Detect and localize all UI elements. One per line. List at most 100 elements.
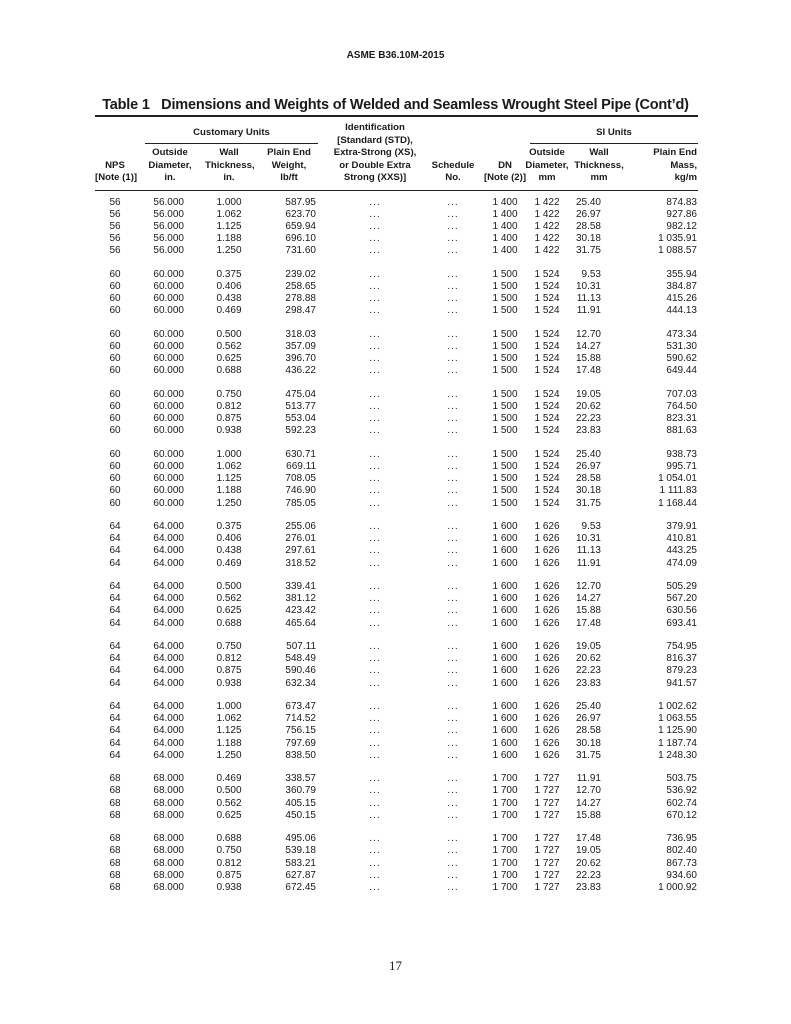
table-cell-wall-thickness-mm: 23.83: [575, 677, 601, 689]
table-cell-nps: 64: [109, 677, 121, 689]
table-cell-nps: 68: [109, 881, 121, 893]
table-cell-wall-thickness-in: 0.875: [216, 869, 242, 881]
table-cell-schedule-no: ...: [447, 389, 459, 401]
table-cell-wall-thickness-in: 1.188: [216, 737, 242, 749]
table-cell-outside-diameter-in: 68.000: [153, 809, 184, 821]
table-cell-nps: 64: [109, 581, 121, 593]
table-cell-nps: 56: [109, 197, 121, 208]
table-cell-outside-diameter-mm: 1 524: [534, 293, 560, 305]
table-cell-outside-diameter-mm: 1 626: [534, 581, 560, 593]
table-cell-plain-end-weight: 630.71: [285, 449, 316, 461]
table-cell-schedule-no: ...: [447, 749, 459, 761]
column-header-identification: Identification: [345, 122, 405, 133]
table-cell-wall-thickness-mm: 22.23: [575, 665, 601, 677]
table-cell-plain-end-mass: 649.44: [666, 365, 697, 377]
table-cell-plain-end-weight: 513.77: [285, 401, 316, 413]
table-cell-plain-end-mass: 995.71: [666, 461, 697, 473]
table-cell-wall-thickness-in: 0.469: [216, 557, 242, 569]
table-cell-wall-thickness-mm: 30.18: [575, 737, 601, 749]
table-cell-outside-diameter-mm: 1 524: [534, 485, 560, 497]
table-cell-nps: 64: [109, 545, 121, 557]
table-cell-plain-end-mass: 590.62: [666, 353, 697, 365]
table-cell-outside-diameter-in: 64.000: [153, 665, 184, 677]
table-cell-schedule-no: ...: [447, 833, 459, 845]
table-cell-schedule-no: ...: [447, 773, 459, 785]
table-cell-plain-end-weight: 746.90: [285, 485, 316, 497]
table-cell-plain-end-weight: 278.88: [285, 293, 316, 305]
table-cell-nps: 60: [109, 365, 121, 377]
table-cell-plain-end-weight: 475.04: [285, 389, 316, 401]
table-cell-outside-diameter-mm: 1 524: [534, 473, 560, 485]
table-cell-wall-thickness-mm: 19.05: [575, 641, 601, 653]
table-cell-identification: ...: [369, 785, 381, 797]
table-cell-wall-thickness-mm: 30.18: [575, 485, 601, 497]
column-header-plain-end-weight: lb/ft: [280, 172, 298, 184]
table-cell-outside-diameter-in: 60.000: [153, 389, 184, 401]
table-cell-plain-end-mass: 802.40: [666, 845, 697, 857]
table-cell-wall-thickness-in: 1.062: [216, 461, 242, 473]
table-cell-plain-end-weight: 258.65: [285, 281, 316, 293]
table-cell-identification: ...: [369, 809, 381, 821]
table-cell-wall-thickness-mm: 25.40: [575, 197, 601, 208]
column-header-wall-thickness-in: in.: [223, 172, 235, 184]
table-cell-plain-end-mass: 1 111.83: [659, 485, 697, 497]
table-cell-schedule-no: ...: [447, 593, 459, 605]
table-cell-wall-thickness-in: 1.250: [216, 749, 242, 761]
table-cell-wall-thickness-in: 0.812: [216, 653, 242, 665]
table-cell-outside-diameter-mm: 1 626: [534, 557, 560, 569]
table-cell-dn: 1 600: [492, 653, 518, 665]
table-cell-identification: ...: [369, 845, 381, 857]
table-cell-dn: 1 500: [492, 281, 518, 293]
table-cell-wall-thickness-in: 0.875: [216, 413, 242, 425]
table-cell-nps: 64: [109, 653, 121, 665]
table-cell-wall-thickness-mm: 23.83: [575, 881, 601, 893]
table-cell-wall-thickness-mm: 14.27: [575, 797, 601, 809]
table-cell-plain-end-weight: 297.61: [285, 545, 316, 557]
table-cell-wall-thickness-in: 0.750: [216, 389, 242, 401]
table-cell-outside-diameter-mm: 1 524: [534, 305, 560, 317]
table-cell-plain-end-weight: 405.15: [285, 797, 316, 809]
table-cell-outside-diameter-mm: 1 626: [534, 545, 560, 557]
table-cell-schedule-no: ...: [447, 713, 459, 725]
table-cell-wall-thickness-in: 1.000: [216, 449, 242, 461]
table-cell-schedule-no: ...: [447, 365, 459, 377]
table-cell-dn: 1 700: [492, 797, 518, 809]
running-head: ASME B36.10M-2015: [346, 50, 445, 61]
table-cell-identification: ...: [369, 869, 381, 881]
table-cell-wall-thickness-in: 0.469: [216, 773, 242, 785]
table-cell-nps: 68: [109, 773, 121, 785]
table-cell-outside-diameter-in: 56.000: [153, 197, 184, 208]
table-cell-plain-end-mass: 379.91: [666, 521, 697, 533]
table-cell-nps: 60: [109, 329, 121, 341]
table-cell-plain-end-weight: 659.94: [285, 221, 316, 233]
table-cell-dn: 1 600: [492, 605, 518, 617]
table-cell-dn: 1 700: [492, 809, 518, 821]
table-cell-plain-end-weight: 381.12: [285, 593, 316, 605]
table-cell-identification: ...: [369, 449, 381, 461]
table-cell-outside-diameter-in: 64.000: [153, 677, 184, 689]
table-cell-identification: ...: [369, 617, 381, 629]
table-cell-identification: ...: [369, 557, 381, 569]
table-cell-outside-diameter-in: 64.000: [153, 641, 184, 653]
table-cell-wall-thickness-mm: 11.91: [576, 773, 601, 785]
table-cell-outside-diameter-mm: 1 626: [534, 713, 560, 725]
table-cell-outside-diameter-in: 68.000: [153, 881, 184, 893]
table-cell-outside-diameter-mm: 1 727: [534, 881, 560, 893]
table-cell-dn: 1 500: [492, 329, 518, 341]
table-cell-identification: ...: [369, 485, 381, 497]
table-cell-dn: 1 600: [492, 749, 518, 761]
table-cell-outside-diameter-in: 60.000: [153, 293, 184, 305]
table-cell-outside-diameter-in: 60.000: [153, 485, 184, 497]
table-cell-schedule-no: ...: [447, 305, 459, 317]
table-cell-dn: 1 600: [492, 641, 518, 653]
table-cell-outside-diameter-mm: 1 626: [534, 701, 560, 713]
table-cell-plain-end-mass: 410.81: [666, 533, 697, 545]
table-cell-wall-thickness-in: 0.750: [216, 845, 242, 857]
table-cell-identification: ...: [369, 245, 381, 257]
table-cell-outside-diameter-mm: 1 524: [534, 449, 560, 461]
table-cell-dn: 1 500: [492, 497, 518, 509]
table-cell-wall-thickness-mm: 19.05: [575, 845, 601, 857]
table-cell-plain-end-weight: 592.23: [285, 425, 316, 437]
table-cell-plain-end-weight: 339.41: [285, 581, 316, 593]
table-cell-schedule-no: ...: [447, 869, 459, 881]
